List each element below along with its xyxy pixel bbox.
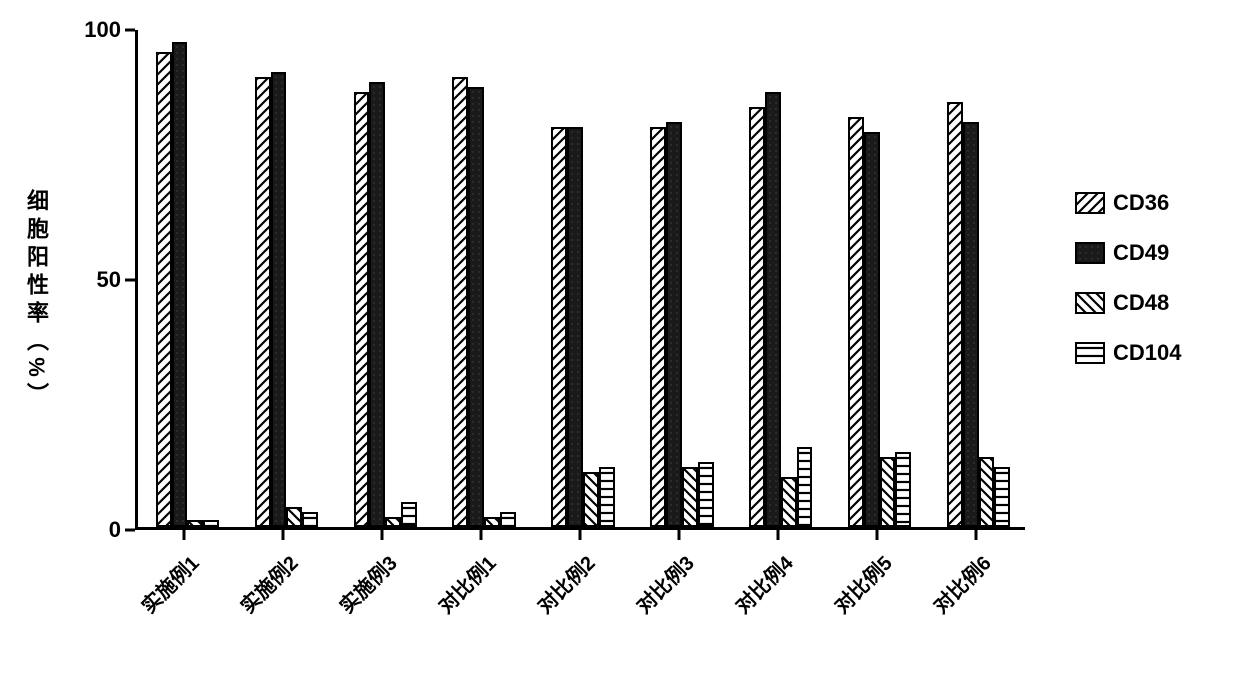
bar-CD48-cat4 — [583, 472, 599, 527]
bar-CD36-cat3 — [452, 77, 468, 527]
bar-CD36-cat0 — [156, 52, 172, 527]
bar-CD36-cat5 — [650, 127, 666, 527]
bar-CD49-cat4 — [567, 127, 583, 527]
bar-CD104-cat0 — [203, 520, 219, 528]
xcat-label: 实施例2 — [198, 548, 303, 653]
legend-item-CD49: CD49 — [1075, 240, 1181, 266]
xtick-mark — [974, 530, 977, 540]
xtick-mark — [875, 530, 878, 540]
legend-label-CD104: CD104 — [1113, 340, 1181, 366]
ytick-label: 0 — [109, 517, 121, 543]
legend-swatch-CD49 — [1075, 242, 1105, 264]
xtick-mark — [579, 530, 582, 540]
legend-item-CD104: CD104 — [1075, 340, 1181, 366]
bar-CD49-cat8 — [963, 122, 979, 527]
bar-CD49-cat2 — [369, 82, 385, 527]
xcat-label: 对比例2 — [495, 548, 600, 653]
bar-CD36-cat8 — [947, 102, 963, 527]
xcat-label: 对比例4 — [693, 548, 798, 653]
bar-CD48-cat2 — [385, 517, 401, 527]
legend-label-CD48: CD48 — [1113, 290, 1169, 316]
xtick-mark — [183, 530, 186, 540]
legend-swatch-CD36 — [1075, 192, 1105, 214]
legend-item-CD36: CD36 — [1075, 190, 1181, 216]
bar-CD104-cat3 — [500, 512, 516, 527]
ytick-mark — [125, 529, 135, 532]
bar-CD48-cat0 — [187, 520, 203, 528]
xtick-mark — [480, 530, 483, 540]
bar-CD49-cat7 — [864, 132, 880, 527]
xcat-label: 实施例3 — [297, 548, 402, 653]
legend-label-CD36: CD36 — [1113, 190, 1169, 216]
legend: CD36 CD49 CD48 CD104 — [1075, 190, 1181, 390]
bar-CD104-cat6 — [797, 447, 813, 527]
legend-item-CD48: CD48 — [1075, 290, 1181, 316]
bar-CD48-cat5 — [682, 467, 698, 527]
bar-CD36-cat4 — [551, 127, 567, 527]
bar-CD48-cat8 — [979, 457, 995, 527]
bar-CD104-cat8 — [994, 467, 1010, 527]
ytick-label: 100 — [84, 17, 121, 43]
bar-CD36-cat7 — [848, 117, 864, 527]
bar-CD48-cat3 — [484, 517, 500, 527]
xcat-label: 对比例1 — [396, 548, 501, 653]
bar-CD49-cat6 — [765, 92, 781, 527]
figure-container: 细胞阳性率（%） 0 50 100 实施例1实施例2实施例3对比例1对比例2对比例3… — [0, 0, 1240, 682]
yaxis-label: 细胞阳性率（%） — [20, 189, 52, 411]
bar-CD48-cat1 — [286, 507, 302, 527]
ytick-label: 50 — [97, 267, 121, 293]
bar-CD49-cat0 — [172, 42, 188, 527]
bar-CD49-cat1 — [271, 72, 287, 527]
ytick-mark — [125, 29, 135, 32]
xtick-mark — [282, 530, 285, 540]
bar-CD36-cat1 — [255, 77, 271, 527]
bar-CD48-cat6 — [781, 477, 797, 527]
bar-CD49-cat3 — [468, 87, 484, 527]
ytick-mark — [125, 279, 135, 282]
xtick-mark — [776, 530, 779, 540]
bar-CD48-cat7 — [880, 457, 896, 527]
xtick-mark — [677, 530, 680, 540]
xtick-mark — [381, 530, 384, 540]
legend-swatch-CD48 — [1075, 292, 1105, 314]
legend-label-CD49: CD49 — [1113, 240, 1169, 266]
xcat-label: 对比例3 — [594, 548, 699, 653]
bar-CD104-cat4 — [599, 467, 615, 527]
bar-CD49-cat5 — [666, 122, 682, 527]
bar-CD36-cat6 — [749, 107, 765, 527]
plot-area — [135, 30, 1025, 530]
xcat-label: 对比例6 — [891, 548, 996, 653]
bar-CD104-cat7 — [895, 452, 911, 527]
xcat-label: 对比例5 — [792, 548, 897, 653]
legend-swatch-CD104 — [1075, 342, 1105, 364]
bar-CD104-cat5 — [698, 462, 714, 527]
xcat-label: 实施例1 — [100, 548, 205, 653]
bar-CD104-cat2 — [401, 502, 417, 527]
bar-CD36-cat2 — [354, 92, 370, 527]
bar-CD104-cat1 — [302, 512, 318, 527]
